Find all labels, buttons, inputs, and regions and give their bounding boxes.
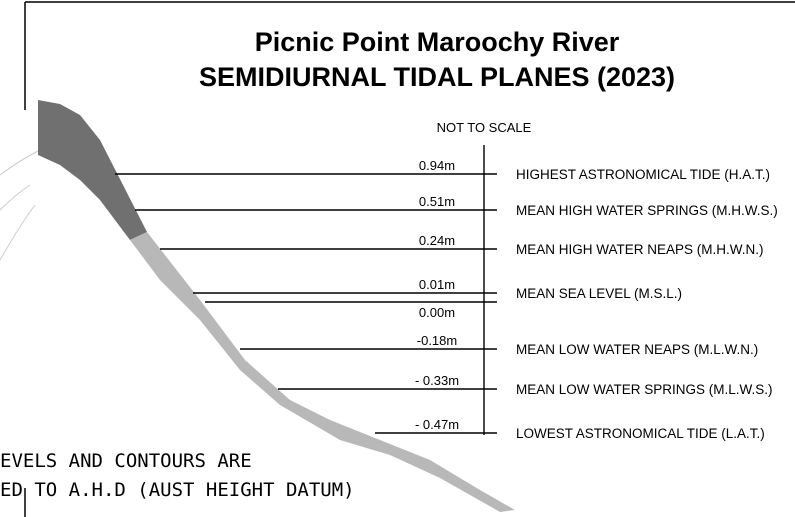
scale-note: NOT TO SCALE — [437, 120, 532, 135]
level-name: LOWEST ASTRONOMICAL TIDE (L.A.T.) — [516, 426, 765, 441]
level-value: 0.00m — [419, 305, 455, 320]
title-line: SEMIDIURNAL TIDAL PLANES (2023) — [199, 62, 675, 92]
level-value: - 0.33m — [415, 373, 459, 388]
level-value: - 0.47m — [415, 417, 459, 432]
level-name: MEAN SEA LEVEL (M.S.L.) — [516, 286, 682, 301]
level-name: MEAN HIGH WATER SPRINGS (M.H.W.S.) — [516, 203, 778, 218]
bank-lower — [130, 232, 515, 512]
levels: 0.94m HIGHEST ASTRONOMICAL TIDE (H.A.T.) 0… — [115, 158, 778, 441]
footnote: ED TO A.H.D (AUST HEIGHT DATUM) — [0, 479, 355, 501]
bank-upper — [38, 100, 147, 240]
level-name: HIGHEST ASTRONOMICAL TIDE (H.A.T.) — [516, 167, 770, 182]
level-value: 0.01m — [419, 277, 455, 292]
level-value: 0.51m — [419, 194, 455, 209]
title-line: Picnic Point Maroochy River — [255, 27, 620, 57]
level-value: 0.24m — [419, 233, 455, 248]
level-value: -0.18m — [417, 333, 457, 348]
level-name: MEAN HIGH WATER NEAPS (M.H.W.N.) — [516, 242, 764, 257]
level-name: MEAN LOW WATER NEAPS (M.L.W.N.) — [516, 342, 758, 357]
level-name: MEAN LOW WATER SPRINGS (M.L.W.S.) — [516, 382, 773, 397]
footnote: EVELS AND CONTOURS ARE — [0, 450, 252, 472]
faint-contours — [0, 149, 41, 261]
level-value: 0.94m — [419, 158, 455, 173]
